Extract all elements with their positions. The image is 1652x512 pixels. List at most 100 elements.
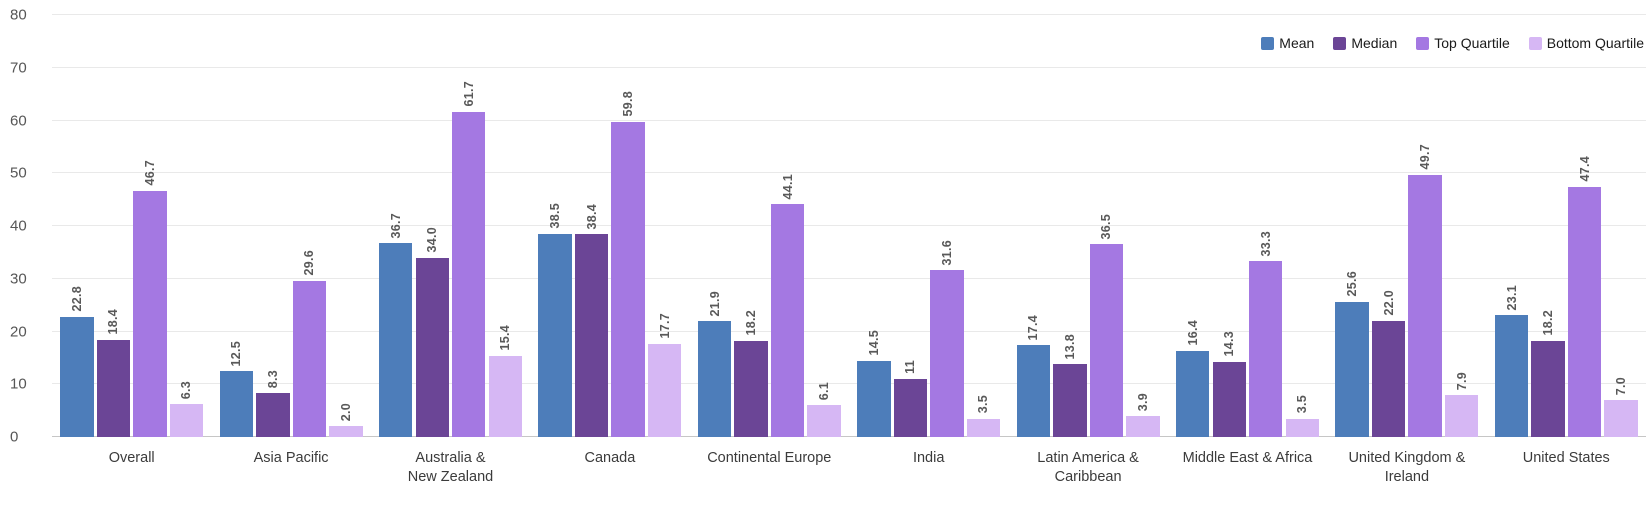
bar-mean [379,243,413,437]
bar-value-label: 7.9 [1454,372,1469,391]
bar-top-quartile [133,190,167,437]
bar-median [574,234,609,437]
y-axis-tick-label: 0 [10,428,19,446]
bar-value-label: 61.7 [461,81,476,107]
legend-swatch-icon [1261,36,1275,50]
bar-value-label: 2.0 [338,403,353,422]
legend-item-label: Top Quartile [1434,35,1510,51]
bar-value-label: 18.4 [106,309,121,335]
bar-value-label: 17.4 [1026,314,1041,341]
bar-value-label: 3.5 [976,395,991,414]
bar-group-india: 14.5 11 31.6 3.5 India [849,15,1008,466]
bar-value-label: 18.2 [744,310,759,336]
legend-item-label: Bottom Quartile [1546,35,1644,51]
bar-group-continental-europe: 21.9 18.2 44.1 6.1 Continental Europe [690,15,849,466]
bar-value-label: 13.8 [1062,333,1077,360]
gridline [52,172,1646,174]
bar-value-label: 12.5 [229,340,244,367]
bar-median [415,257,449,437]
category-label-united-kingdom-ireland: United Kingdom & Ireland [1311,449,1502,487]
bar-top-quartile [611,121,645,437]
bar-value-label: 25.6 [1345,271,1360,297]
bar-value-label: 14.5 [866,329,881,356]
bar-mean [1335,301,1369,437]
bar-bottom-quartile [1285,418,1319,437]
bar-value-label: 14.3 [1222,331,1237,357]
category-label-line: Overall [108,450,155,466]
category-label-line: Middle East & Africa [1182,450,1313,466]
category-label-middle-east-africa: Middle East & Africa [1152,449,1343,468]
y-axis-tick-label: 70 [10,59,27,77]
bar-bottom-quartile [1444,395,1479,437]
gridline [52,277,1646,279]
bar-bottom-quartile [807,404,841,437]
gridline [52,14,1646,15]
bar-value-label: 44.1 [780,173,795,200]
bar-bottom-quartile [1126,416,1160,437]
bar-mean [1016,345,1051,437]
y-axis-tick-label: 80 [10,6,27,24]
bar-value-label: 3.9 [1135,393,1150,412]
bar-value-label: 8.3 [265,369,280,389]
category-label-continental-europe: Continental Europe [674,449,865,468]
bar-bottom-quartile [647,343,682,437]
bar-mean [1494,315,1529,437]
y-axis-tick-label: 50 [10,164,27,182]
legend-item-bottom-quartile[interactable]: Bottom Quartile [1528,35,1644,51]
category-label-line: Ireland [1384,469,1430,486]
y-axis-tick-label: 30 [10,270,27,288]
bar-group-australia-new-zealand: 36.7 34.0 61.7 15.4 Australia & New Zealand [371,15,530,485]
bar-top-quartile [292,280,327,437]
bar-mean [857,360,891,437]
legend-swatch-icon [1416,36,1430,50]
bar-group-overall: 22.8 18.4 46.7 6.3 Overall [52,15,211,466]
legend-item-top-quartile[interactable]: Top Quartile [1416,35,1510,51]
category-label-line: Canada [584,450,636,466]
bar-value-label: 7.0 [1614,376,1629,396]
bar-value-label: 33.3 [1258,230,1273,257]
category-label-overall: Overall [36,449,227,468]
bar-median [1212,361,1246,437]
bar-bottom-quartile [169,403,204,437]
category-label-asia-pacific: Asia Pacific [195,449,386,468]
bar-mean [538,233,572,437]
bar-value-label: 21.9 [707,290,722,317]
bar-median [893,378,928,437]
plot-area: 22.8 18.4 46.7 6.3 Overall 12.5 8.3 29.6 2.0 Asia… [52,14,1646,485]
bar-group-asia-pacific: 12.5 8.3 29.6 2.0 Asia Pacific [211,15,370,466]
bar-value-label: 29.6 [302,250,317,276]
bar-mean [60,316,94,437]
bar-value-label: 36.7 [388,212,403,239]
bar-value-label: 31.6 [939,239,954,266]
bar-group-canada: 38.5 38.4 59.8 17.7 Canada [530,15,689,466]
x-axis-baseline [52,436,1646,437]
legend-item-label: Mean [1279,35,1315,51]
bar-median [1531,341,1565,437]
bar-value-label: 6.1 [817,381,832,400]
bar-mean [219,371,254,437]
bar-value-label: 23.1 [1504,284,1519,311]
category-label-canada: Canada [514,449,705,468]
category-label-india: India [833,449,1024,468]
bar-median [256,393,290,437]
bar-top-quartile [1408,174,1442,437]
gridline [52,330,1646,332]
bar-top-quartile [1567,186,1602,437]
category-label-line: India [912,450,945,466]
legend-item-mean[interactable]: Mean [1261,36,1314,50]
bar-value-label: 6.3 [179,380,194,399]
y-axis-tick-label: 60 [10,112,27,129]
bar-value-label: 47.4 [1577,156,1592,182]
category-label-line: New Zealand [407,469,494,486]
category-label-line: Australia & [415,450,486,466]
category-label-line: United States [1522,450,1610,466]
category-label-line: Latin America & [1037,450,1139,466]
bar-median [1371,320,1406,437]
gridline [52,119,1646,121]
bar-value-label: 46.7 [142,160,157,186]
bar-top-quartile [1089,244,1124,437]
legend-item-median[interactable]: Median [1333,36,1397,50]
bar-value-label: 49.7 [1418,144,1433,170]
bar-group-middle-east-africa: 16.4 14.3 33.3 3.5 Middle East & Africa [1168,15,1327,466]
